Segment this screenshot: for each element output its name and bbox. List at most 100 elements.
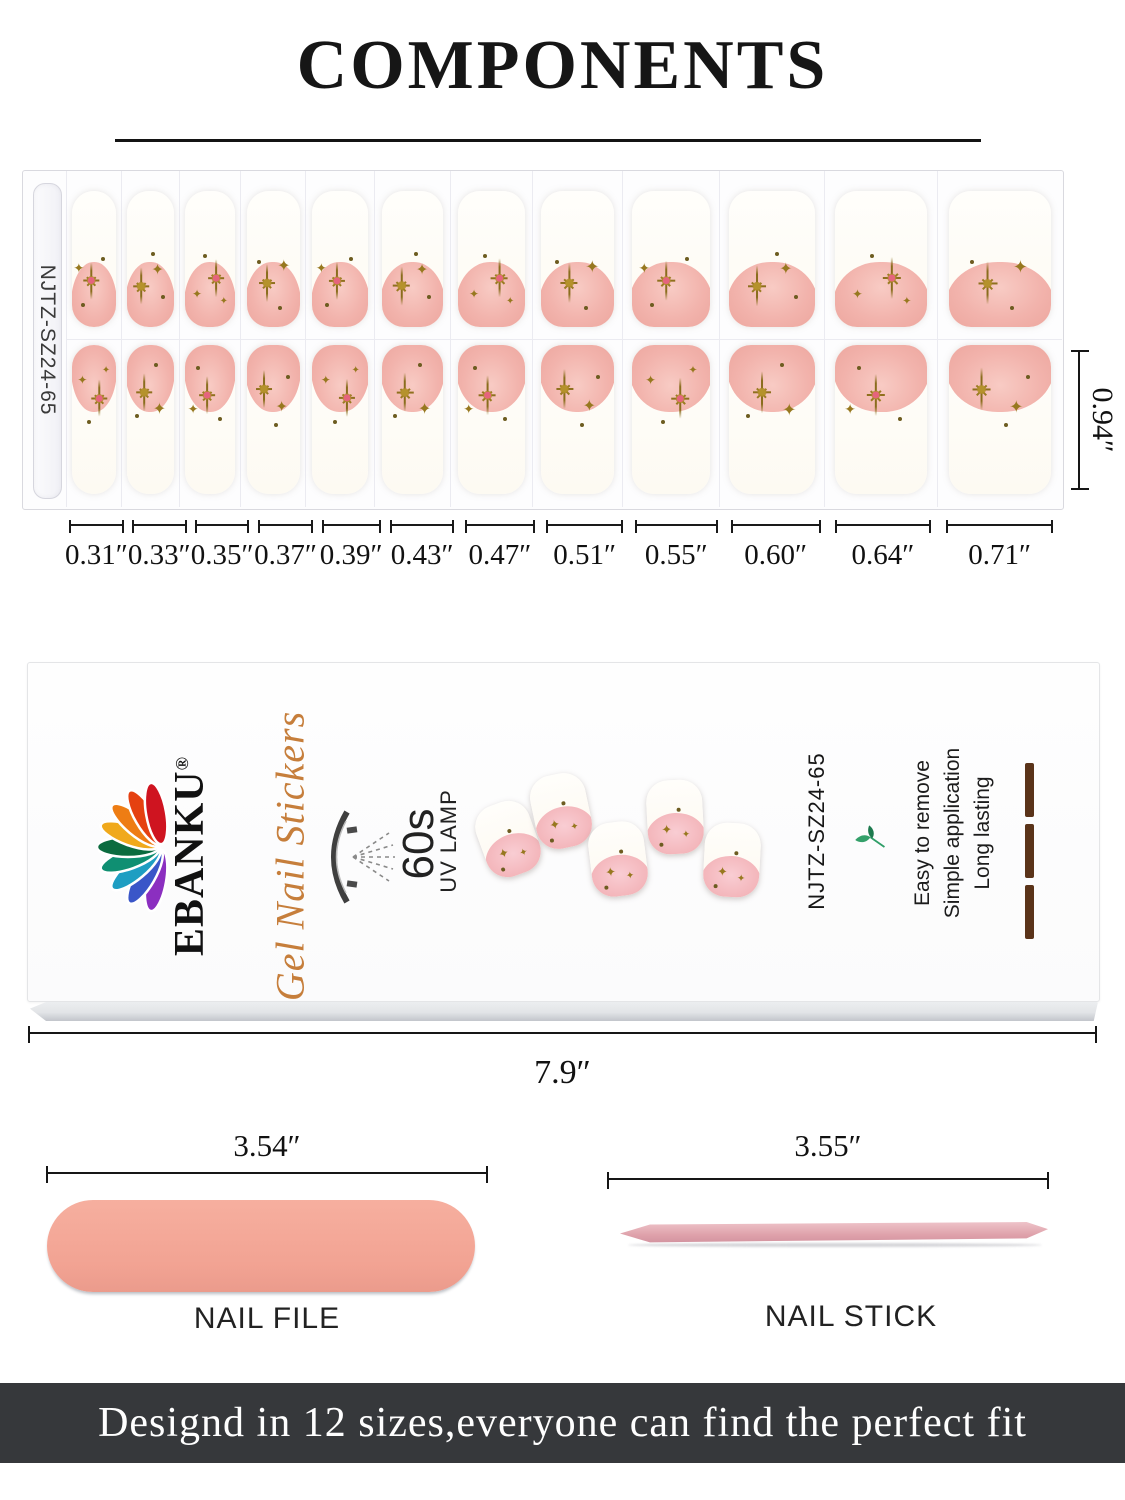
sparkle-dot bbox=[1026, 375, 1031, 380]
star-center bbox=[343, 394, 351, 402]
file-dimension-line bbox=[46, 1166, 488, 1183]
nail-sticker: ✦ ✦ bbox=[457, 191, 525, 327]
sheet-column: ✦ ✦ bbox=[532, 171, 623, 507]
sparkle-dot bbox=[153, 363, 158, 368]
nail-pink-tip bbox=[835, 261, 928, 327]
sparkle-8ray-icon bbox=[553, 369, 576, 410]
sparkle-dot bbox=[857, 366, 862, 371]
sparkle-8ray-icon bbox=[864, 374, 888, 417]
sparkle-dot bbox=[969, 259, 974, 264]
sparkle-dot bbox=[561, 800, 567, 806]
sheet-cell: ✦ bbox=[305, 171, 374, 340]
dimension-beam bbox=[257, 520, 314, 533]
sparkle-dot bbox=[775, 251, 780, 256]
sheet-cell: ✦ bbox=[449, 339, 533, 507]
star-center bbox=[872, 391, 880, 399]
nail-pink-tip bbox=[312, 344, 368, 412]
sparkle-8ray-icon bbox=[394, 372, 416, 412]
sparkle-dot bbox=[349, 256, 354, 261]
star-center bbox=[95, 394, 103, 402]
brown-dash-marks bbox=[1025, 763, 1034, 939]
sparkle-4point-icon: ✦ bbox=[101, 365, 111, 377]
size-dimension: 0.60″ bbox=[724, 514, 828, 594]
size-dimension: 0.33″ bbox=[128, 514, 191, 594]
size-label: 0.71″ bbox=[968, 539, 1032, 571]
sparkle-dot bbox=[507, 827, 513, 834]
sheet-code-strip: NJTZ-SZ24-65 bbox=[33, 183, 62, 499]
sparkle-4point-icon: ✦ bbox=[569, 820, 581, 834]
dimension-beam bbox=[194, 520, 250, 533]
sparkle-8ray-icon bbox=[557, 263, 580, 304]
box-nail-sample: ✦ ✦ bbox=[702, 821, 762, 899]
sheet-cell: ✦ bbox=[532, 339, 622, 507]
sparkle-8ray-icon bbox=[253, 370, 275, 409]
nail-pink-tip bbox=[185, 261, 235, 327]
sheet-cell: ✦ bbox=[240, 171, 306, 340]
lamp-label: UV LAMP bbox=[436, 789, 461, 893]
nail-sticker: ✦ bbox=[835, 344, 928, 494]
dimension-beam bbox=[131, 520, 187, 533]
sheet-cell: ✦ ✦ bbox=[824, 171, 938, 340]
size-label: 0.60″ bbox=[744, 539, 808, 571]
sparkle-dot bbox=[482, 254, 487, 259]
sparkle-dot bbox=[684, 256, 689, 261]
sheet-cell: ✦ bbox=[66, 171, 121, 340]
sparkle-8ray-icon bbox=[488, 258, 511, 298]
star-center bbox=[263, 279, 271, 287]
dimension-beam bbox=[464, 520, 536, 533]
sprout-icon bbox=[855, 825, 885, 848]
star-center bbox=[397, 282, 405, 290]
sparkle-8ray-icon bbox=[336, 379, 358, 418]
size-dimension: 0.64″ bbox=[828, 514, 939, 594]
sheet-columns: ✦ ✦ ✦ ✦ ✦ ✦ ✦ ✦ ✦ ✦ ✦ ✦ ✦ ✦ ✦ ✦ ✦ ✦ ✦ ✦ ✦ ✦ ✦ ✦ ✦ ✦ ✦ ✦ ✦ ✦ bbox=[66, 171, 1062, 507]
star-center bbox=[888, 274, 896, 282]
sparkle-8ray-icon bbox=[196, 376, 218, 415]
nail-stick-label: NAIL STICK bbox=[764, 1300, 938, 1333]
star-center bbox=[676, 394, 684, 402]
sparkle-8ray-icon bbox=[205, 259, 227, 297]
nail-pink-tip bbox=[126, 261, 174, 327]
sparkle-4point-icon: ✦ bbox=[851, 286, 863, 302]
sparkle-dot bbox=[81, 303, 86, 308]
sparkle-4point-icon: ✦ bbox=[844, 400, 856, 417]
nail-sticker: ✦ ✦ bbox=[185, 191, 235, 327]
star-center bbox=[401, 388, 409, 396]
sparkle-dot bbox=[217, 417, 222, 422]
sparkle-4point-icon: ✦ bbox=[582, 398, 597, 416]
stick-dimension-line bbox=[607, 1172, 1049, 1189]
nail-sticker: ✦ bbox=[729, 344, 816, 494]
sparkle-dot bbox=[393, 414, 398, 419]
nail-pink-tip bbox=[835, 344, 928, 412]
sparkle-dot bbox=[897, 417, 902, 422]
nail-sticker: ✦ bbox=[246, 344, 300, 494]
nail-sticker: ✦ bbox=[71, 191, 116, 327]
sheet-cell: ✦ ✦ bbox=[178, 171, 241, 340]
brand-name: EBANKU® bbox=[166, 756, 214, 956]
sparkle-dot bbox=[161, 294, 166, 299]
star-center bbox=[333, 277, 341, 285]
nail-pink-base bbox=[587, 851, 651, 900]
sheet-cell: ✦ bbox=[937, 171, 1062, 340]
sparkle-dot bbox=[794, 294, 799, 299]
nail-pink-tip bbox=[457, 261, 525, 327]
sparkle-dot bbox=[780, 363, 785, 368]
size-label: 0.35″ bbox=[190, 539, 254, 571]
nail-file-label: NAIL FILE bbox=[193, 1302, 341, 1335]
sparkle-dot bbox=[413, 251, 418, 256]
dimension-beam bbox=[946, 520, 1054, 533]
sparkle-dot bbox=[555, 259, 560, 264]
nail-sticker: ✦ bbox=[246, 191, 300, 327]
sheet-cell: ✦ ✦ bbox=[305, 339, 374, 507]
nail-pink-tip bbox=[381, 261, 443, 327]
sparkle-4point-icon: ✦ bbox=[219, 296, 229, 308]
sparkle-dot bbox=[473, 366, 478, 371]
sparkle-4point-icon: ✦ bbox=[415, 261, 429, 279]
nail-pink-base bbox=[530, 801, 597, 854]
nail-pink-tip bbox=[312, 261, 368, 327]
nail-pink-tip bbox=[631, 344, 711, 412]
title-underline bbox=[115, 139, 981, 142]
nail-sticker: ✦ ✦ bbox=[631, 344, 711, 494]
sheet-cell: ✦ bbox=[532, 171, 623, 340]
sparkle-dot bbox=[1004, 423, 1009, 428]
star-center bbox=[978, 385, 986, 393]
